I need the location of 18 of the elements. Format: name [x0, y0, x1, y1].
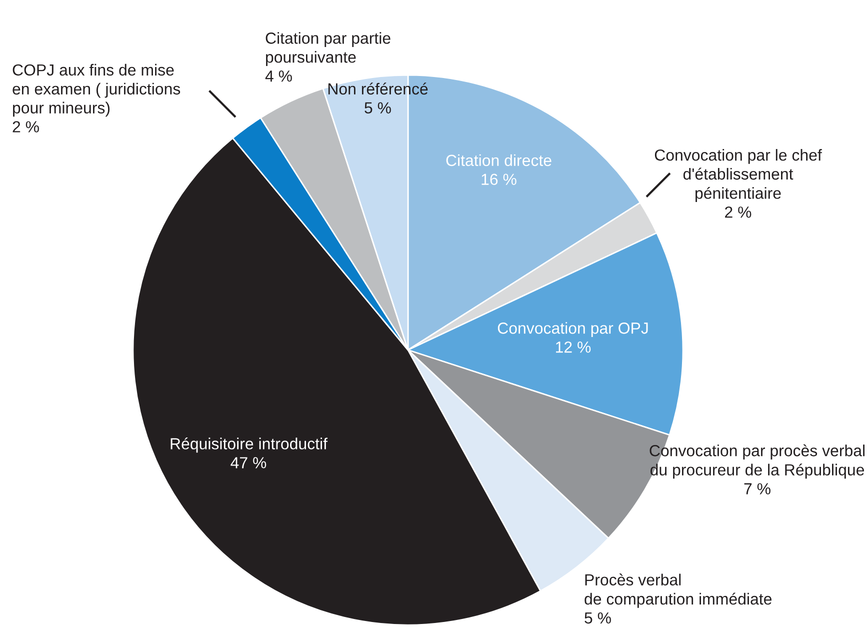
data-label: 7 % [744, 483, 770, 494]
slice-label: Convocation par le chef d'établissement pénitentiaire [654, 149, 822, 202]
slice-label: COPJ aux fins de mise en examen ( juridictions pour mineurs) [12, 64, 180, 117]
data-label: 12 % [556, 341, 591, 353]
data-label: 47 % [230, 457, 266, 468]
data-label: 16 % [482, 174, 516, 186]
slice-label: Procès verbal de comparution immédiate [584, 574, 772, 608]
data-label: 2 % [12, 121, 39, 132]
data-label: 4 % [265, 70, 292, 82]
slice-label: Réquisitoire introductif [170, 437, 328, 453]
data-label: 2 % [725, 206, 752, 218]
slice-label: Citation directe [446, 154, 552, 166]
slice-label: Convocation par procès verbal du procureur de la République [650, 444, 865, 479]
slice-label: Non référencé [328, 82, 428, 95]
slice-label: Citation par partie poursuivante [266, 32, 390, 66]
data-label: 5 % [364, 102, 391, 114]
data-label: 5 % [584, 612, 611, 624]
slice-label: Convocation par OPJ [498, 322, 648, 337]
